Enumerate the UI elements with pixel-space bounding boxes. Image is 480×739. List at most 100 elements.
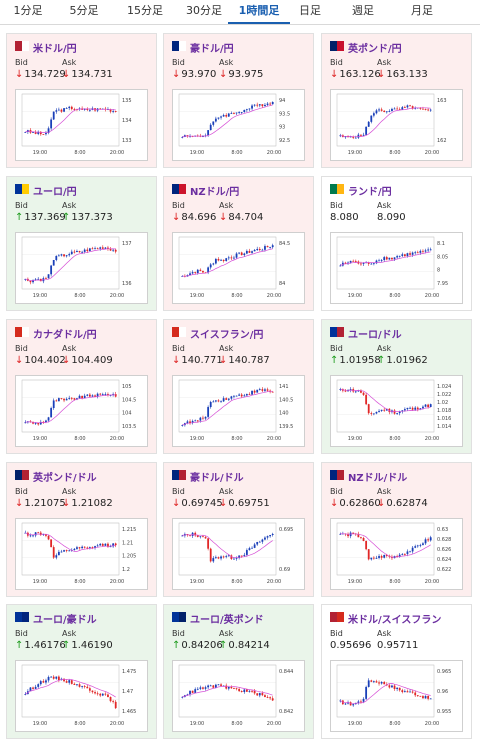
mini-chart[interactable]: 0.63 0.628 0.626 0.624 0.622 19:00 8:00 20:00 [330, 518, 463, 590]
mini-chart[interactable]: 1.024 1.022 1.02 1.018 1.016 1.014 19:00 8:00 20… [330, 375, 463, 447]
pair-name[interactable]: 豪ドル/ドル [190, 473, 244, 484]
rate-card[interactable]: ユーロ/豪ドル Bid ↑1.46176 Ask ↑1.46190 1.475 1.47 1.… [6, 604, 157, 739]
pair-name[interactable]: 豪ドル/円 [190, 44, 234, 55]
mini-chart[interactable]: 1.215 1.21 1.205 1.2 19:00 8:00 20:00 [15, 518, 148, 590]
tab-3[interactable]: 30分足 [186, 4, 222, 17]
y-tick-label: 0.622 [437, 567, 451, 573]
pair-name[interactable]: ユーロ/ドル [348, 330, 402, 341]
y-tick-label: 0.69 [279, 567, 290, 573]
pair-name[interactable]: ユーロ/豪ドル [33, 615, 97, 626]
mini-chart[interactable]: 163 162 19:00 8:00 20:00 [330, 89, 463, 161]
rate-card[interactable]: 英ポンド/円 Bid ↓163.126 Ask ↓163.133 163 162 19:00 8… [321, 33, 472, 168]
mini-chart[interactable]: 141 140.5 140 139.5 19:00 8:00 20:00 [172, 375, 305, 447]
currency-flag-icon [172, 327, 186, 337]
moving-average-line [340, 683, 431, 704]
candle-body [24, 278, 27, 280]
candle-body [398, 255, 401, 257]
candle-body [339, 700, 342, 702]
candle-body [248, 250, 251, 253]
y-tick-label: 1.2 [122, 567, 130, 573]
candle-body [112, 111, 115, 112]
plot-frame [21, 664, 120, 718]
mini-chart[interactable]: 135 134 133 19:00 8:00 20:00 [15, 89, 148, 161]
rate-card[interactable]: ユーロ/円 Bid ↑137.369 Ask ↑137.373 137 136 19:00 8:… [6, 176, 157, 311]
candle-body [256, 248, 259, 250]
pair-name[interactable]: ユーロ/英ポンド [190, 615, 264, 626]
arrow-down-icon: ↓ [15, 69, 24, 80]
candle-body [60, 551, 63, 553]
pair-name[interactable]: 英ポンド/円 [348, 44, 402, 55]
candle-body [370, 115, 373, 122]
moving-average-line [182, 534, 273, 559]
ask-label: Ask [377, 629, 392, 638]
moving-average-line [25, 678, 116, 698]
pair-name[interactable]: NZドル/ドル [348, 473, 408, 484]
mini-chart[interactable]: 105 104.5 104 103.5 19:00 8:00 20:00 [15, 375, 148, 447]
candle-body [76, 251, 78, 253]
tab-0[interactable]: 1分足 [13, 4, 43, 17]
mini-chart[interactable]: 94 93.5 93 92.5 19:00 8:00 20:00 [172, 89, 305, 161]
pair-name[interactable]: 英ポンド/ドル [33, 473, 97, 484]
candle-body [396, 256, 399, 258]
tab-5[interactable]: 日足 [299, 4, 321, 17]
candle-body [88, 109, 91, 111]
pair-name[interactable]: ユーロ/円 [33, 187, 77, 198]
pair-name[interactable]: 米ドル/円 [33, 44, 77, 55]
candle-body [52, 547, 55, 558]
chart-svg: 1.024 1.022 1.02 1.018 1.016 1.014 19:00 8:00 20… [336, 379, 451, 442]
rate-card[interactable]: ランド/円 Bid 8.080 Ask 8.090 8.1 8.05 8 7.95 19:00 8:… [321, 176, 472, 311]
rate-card[interactable]: 米ドル/スイスフラン Bid 0.95696 Ask 0.95711 0.965 0.96 0… [321, 604, 472, 739]
candle-body [96, 248, 99, 250]
rate-card[interactable]: スイスフラン/円 Bid ↓140.771 Ask ↓140.787 141 140.5 14… [163, 319, 314, 454]
pair-name[interactable]: 米ドル/スイスフラン [348, 615, 442, 626]
pair-name[interactable]: ランド/円 [348, 187, 392, 198]
tab-7[interactable]: 月足 [411, 4, 433, 17]
mini-chart[interactable]: 137 136 19:00 8:00 20:00 [15, 232, 148, 304]
candle-body [70, 106, 73, 110]
candle-body [81, 546, 84, 549]
candle-body [243, 253, 246, 256]
rate-card[interactable]: NZドル/円 Bid ↓84.696 Ask ↓84.704 84.5 84 19:00 8:0… [163, 176, 314, 311]
rate-card[interactable]: 米ドル/円 Bid ↓134.729 Ask ↓134.731 135 134 133 19:0… [6, 33, 157, 168]
rate-card[interactable]: 英ポンド/ドル Bid ↓1.21075 Ask ↓1.21082 1.215 1.21 1.… [6, 462, 157, 597]
mini-chart[interactable]: 84.5 84 19:00 8:00 20:00 [172, 232, 305, 304]
mini-chart[interactable]: 1.475 1.47 1.465 19:00 8:00 20:00 [15, 660, 148, 732]
mini-chart[interactable]: 0.695 0.69 19:00 8:00 20:00 [172, 518, 305, 590]
pair-name[interactable]: カナダドル/円 [33, 330, 97, 341]
candle-body [271, 533, 274, 535]
candle-body [266, 536, 269, 538]
candle-body [375, 260, 378, 264]
ask-label: Ask [62, 58, 77, 67]
tab-2[interactable]: 15分足 [127, 4, 163, 17]
ask-price: 163.133 [386, 69, 428, 80]
candle-body [225, 556, 228, 558]
tab-4[interactable]: 1時間足 [228, 0, 290, 24]
ask-value: ↓163.133 [377, 69, 428, 80]
candle-body [429, 698, 432, 700]
candle-body [422, 406, 424, 409]
rate-card[interactable]: カナダドル/円 Bid ↓104.402 Ask ↓104.409 105 104.5 104… [6, 319, 157, 454]
rate-card[interactable]: 豪ドル/円 Bid ↓93.970 Ask ↓93.975 94 93.5 93 92.5 19:… [163, 33, 314, 168]
pair-name[interactable]: スイスフラン/円 [190, 330, 264, 341]
mini-chart[interactable]: 8.1 8.05 8 7.95 19:00 8:00 20:00 [330, 232, 463, 304]
mini-chart[interactable]: 0.965 0.96 0.955 19:00 8:00 20:00 [330, 660, 463, 732]
ask-value: ↓104.409 [62, 355, 113, 366]
candle-body [91, 395, 94, 397]
candle-body [240, 555, 243, 557]
y-tick-label: 162 [437, 138, 447, 144]
rate-card[interactable]: NZドル/ドル Bid ↓0.62860 Ask ↓0.62874 0.63 0.628 0.… [321, 462, 472, 597]
candle-body [391, 685, 393, 688]
candle-body [427, 539, 430, 541]
tab-6[interactable]: 週足 [352, 4, 374, 17]
mini-chart[interactable]: 0.844 0.842 19:00 8:00 20:00 [172, 660, 305, 732]
pair-name[interactable]: NZドル/円 [190, 187, 240, 198]
candle-body [217, 557, 220, 559]
candle-body [243, 395, 246, 397]
candle-body [233, 395, 235, 397]
rate-card[interactable]: ユーロ/英ポンド Bid ↑0.84206 Ask ↑0.84214 0.844 0.842… [163, 604, 314, 739]
rate-card[interactable]: 豪ドル/ドル Bid ↓0.69745 Ask ↓0.69751 0.695 0.69 19:… [163, 462, 314, 597]
ask-label: Ask [377, 58, 392, 67]
tab-1[interactable]: 5分足 [69, 4, 99, 17]
rate-card[interactable]: ユーロ/ドル Bid ↑1.01958 Ask ↑1.01962 1.024 1.022 1.… [321, 319, 472, 454]
arrow-down-icon: ↓ [377, 69, 386, 80]
